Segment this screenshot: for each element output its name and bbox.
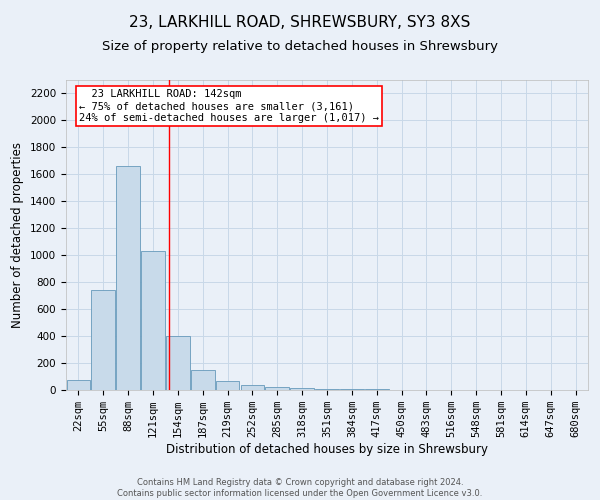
Text: 23, LARKHILL ROAD, SHREWSBURY, SY3 8XS: 23, LARKHILL ROAD, SHREWSBURY, SY3 8XS bbox=[130, 15, 470, 30]
Bar bbox=[116, 166, 140, 390]
Bar bbox=[241, 386, 264, 390]
Y-axis label: Number of detached properties: Number of detached properties bbox=[11, 142, 25, 328]
Bar bbox=[290, 388, 314, 390]
Text: Size of property relative to detached houses in Shrewsbury: Size of property relative to detached ho… bbox=[102, 40, 498, 53]
Text: Contains HM Land Registry data © Crown copyright and database right 2024.
Contai: Contains HM Land Registry data © Crown c… bbox=[118, 478, 482, 498]
Bar bbox=[191, 370, 215, 390]
Bar bbox=[166, 336, 190, 390]
Bar bbox=[216, 381, 239, 390]
X-axis label: Distribution of detached houses by size in Shrewsbury: Distribution of detached houses by size … bbox=[166, 443, 488, 456]
Text: 23 LARKHILL ROAD: 142sqm
← 75% of detached houses are smaller (3,161)
24% of sem: 23 LARKHILL ROAD: 142sqm ← 75% of detach… bbox=[79, 90, 379, 122]
Bar bbox=[315, 389, 339, 390]
Bar bbox=[67, 380, 90, 390]
Bar bbox=[265, 386, 289, 390]
Bar bbox=[91, 290, 115, 390]
Bar bbox=[141, 251, 165, 390]
